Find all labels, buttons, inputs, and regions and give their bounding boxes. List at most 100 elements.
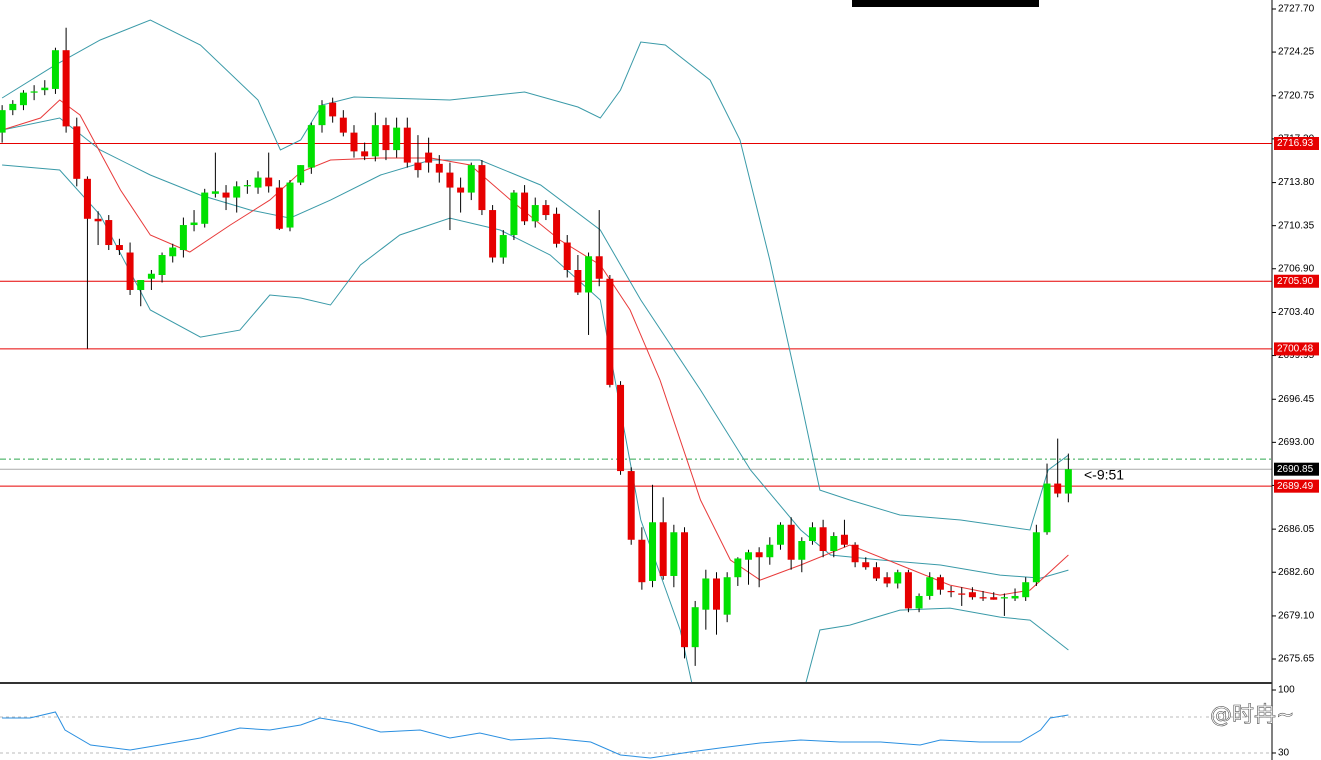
price-panel [0, 19, 1272, 682]
oscillator-tick-label: 100 [1278, 685, 1295, 696]
y-tick-label: 2699.95 [1278, 350, 1315, 361]
candle-body [606, 278, 614, 385]
y-tick-label: 2679.10 [1278, 611, 1315, 622]
level-label: 2716.93 [1277, 138, 1314, 149]
candle-body [734, 558, 742, 578]
y-tick-label: 2713.80 [1278, 177, 1315, 188]
last-price-label: 2690.85 [1277, 464, 1314, 475]
candle-body [638, 539, 646, 583]
candle-body [339, 117, 347, 133]
candle-body [670, 532, 678, 576]
level-label: 2700.48 [1277, 344, 1314, 355]
indicator-line [2, 164, 1069, 682]
candle-body [425, 152, 433, 163]
candle-body [1064, 469, 1072, 494]
candle-body [1043, 483, 1051, 533]
candle-body [371, 125, 379, 157]
oscillator-panel [0, 711, 1272, 759]
candle-body [968, 592, 976, 598]
candle-body [41, 87, 49, 91]
candle-body [158, 255, 166, 275]
y-tick-label: 2724.25 [1278, 47, 1315, 58]
candle-body [808, 527, 816, 542]
candle-body [659, 522, 667, 576]
y-tick-label: 2703.40 [1278, 307, 1315, 318]
candle-body [329, 102, 337, 117]
candle-body [553, 213, 561, 244]
candle-body [851, 544, 859, 563]
candle-body [1054, 483, 1062, 494]
candle-body [798, 541, 806, 560]
candle-body [0, 110, 6, 133]
level-label-box [1274, 136, 1319, 150]
candle-body [147, 273, 155, 279]
candle-body [830, 536, 838, 551]
candle-body [574, 270, 582, 293]
candle-body [318, 105, 326, 126]
price-axis: 2727.702724.252720.752717.302713.802710.… [1272, 4, 1319, 759]
watermark-icon [1183, 705, 1205, 727]
candle-body [30, 91, 38, 93]
candle-body [243, 185, 251, 187]
watermark-group: @时冉~ [1183, 703, 1295, 728]
candle-body [1022, 582, 1030, 598]
candle-body [1011, 595, 1019, 599]
candle-body [947, 590, 955, 593]
indicator-line [1, 117, 1069, 579]
candle-body [712, 578, 720, 610]
y-tick-label: 2693.00 [1278, 437, 1315, 448]
candle-body [403, 127, 411, 163]
y-tick-label: 2696.45 [1278, 394, 1315, 405]
candle-body [414, 162, 422, 171]
candle-body [862, 562, 870, 568]
candle-body [286, 182, 294, 228]
candle-body [926, 577, 934, 596]
candle-body [9, 103, 17, 111]
candle-body [297, 165, 305, 183]
last-price-box [1274, 462, 1319, 476]
watermark: @时冉~ [1210, 703, 1294, 728]
candle-body [691, 607, 699, 648]
candle-body [211, 191, 219, 194]
level-label-box [1274, 274, 1319, 288]
candle-body [105, 220, 113, 246]
candle-body [126, 252, 134, 290]
candle-body [190, 222, 198, 226]
level-label-box [1274, 479, 1319, 493]
candle-body [499, 235, 507, 258]
candle-body [94, 218, 102, 222]
candle-body [457, 187, 465, 193]
candle-body [307, 125, 315, 168]
candle-body [936, 577, 944, 590]
candle-body [979, 597, 987, 599]
y-tick-label: 2682.60 [1278, 567, 1315, 578]
candle-body [787, 524, 795, 560]
candle-body [137, 279, 145, 290]
candle-body [83, 178, 91, 219]
y-tick-label: 2710.35 [1278, 220, 1315, 231]
candle-body [915, 595, 923, 609]
y-tick-label: 2727.70 [1278, 4, 1315, 15]
y-tick-label: 2706.90 [1278, 263, 1315, 274]
candle-body [435, 163, 443, 173]
countdown: <-9:51 [1084, 467, 1124, 483]
y-tick-label: 2720.75 [1278, 90, 1315, 101]
indicator-line [1, 19, 1069, 531]
candle-body [819, 527, 827, 551]
candle-body [958, 593, 966, 595]
candle-body [617, 384, 625, 472]
candle-body [361, 151, 369, 157]
candle-body [521, 192, 529, 222]
candle-body [19, 92, 27, 106]
candle-body [489, 210, 497, 258]
level-label: 2689.49 [1277, 481, 1314, 492]
y-tick-label: 2686.05 [1278, 524, 1315, 535]
candle-body [723, 577, 731, 615]
candle-body [681, 532, 689, 648]
candle-body [585, 256, 593, 293]
candle-body [510, 192, 518, 236]
candle-body [201, 192, 209, 224]
candle-body [894, 572, 902, 584]
candle-body [542, 205, 550, 216]
